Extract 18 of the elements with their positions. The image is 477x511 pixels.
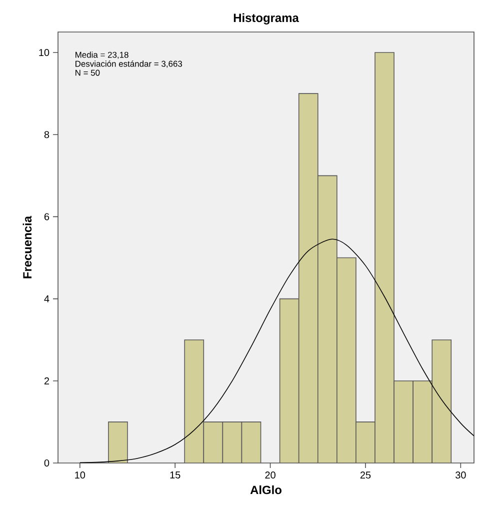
y-tick-label: 4 xyxy=(44,295,50,302)
x-tick-label: 15 xyxy=(170,471,180,478)
x-tick-label: 20 xyxy=(265,472,276,479)
annotation: Desviación estándar = 3,663 xyxy=(76,60,182,68)
annotation: Media = 23,18 xyxy=(76,52,128,59)
y-tick-label: 10 xyxy=(39,48,50,56)
line-series xyxy=(79,238,474,463)
y-tick-label: 6 xyxy=(44,213,50,220)
x-tick-label: 10 xyxy=(75,472,86,479)
chart-title: Histograma xyxy=(234,13,299,24)
y-tick-label: 2 xyxy=(44,377,50,384)
x-tick-label: 30 xyxy=(456,472,466,479)
annotation: N = 50 xyxy=(76,70,100,76)
y-axis-title: Frecuencia xyxy=(22,216,32,278)
x-axis-title: AlGlo xyxy=(250,485,282,494)
x-tick-label: 25 xyxy=(360,472,371,479)
y-tick-label: 8 xyxy=(44,131,50,138)
y-tick-label: 0 xyxy=(44,459,50,467)
